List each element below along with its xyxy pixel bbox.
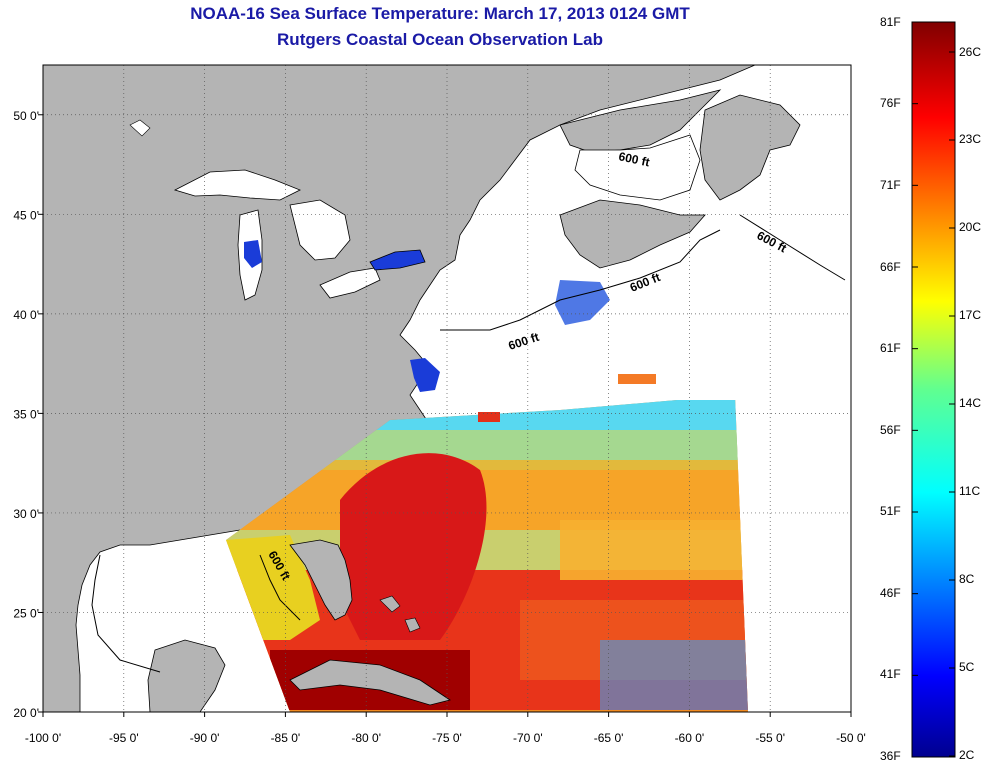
lake-huron bbox=[289, 199, 351, 261]
land-nova-scotia bbox=[559, 199, 706, 269]
y-tick-label: 25 0' bbox=[13, 606, 39, 620]
colorbar-label-f: 66F bbox=[880, 260, 901, 274]
x-tick-label: -50 0' bbox=[836, 731, 866, 745]
colorbar-label-f: 81F bbox=[880, 15, 901, 29]
colorbar-label-c: 14C bbox=[959, 396, 982, 410]
x-tick-label: -65 0' bbox=[594, 731, 624, 745]
colorbar-label-f: 71F bbox=[880, 178, 901, 192]
y-tick-label: 20 0' bbox=[13, 706, 39, 720]
colorbar-label-f: 61F bbox=[880, 341, 901, 355]
lake-michigan-cold-patch bbox=[244, 240, 262, 268]
x-tick-label: -100 0' bbox=[25, 731, 61, 745]
colorbar-label-f: 46F bbox=[880, 586, 901, 600]
land-yucatan bbox=[147, 639, 226, 713]
x-tick-label: -70 0' bbox=[513, 731, 543, 745]
colorbar-label-f: 36F bbox=[880, 749, 901, 763]
land-cuba bbox=[289, 659, 451, 706]
y-tick-label: 35 0' bbox=[13, 407, 39, 421]
land-florida bbox=[289, 539, 353, 621]
x-tick-label: -95 0' bbox=[109, 731, 139, 745]
lake-erie bbox=[319, 267, 381, 299]
colorbar-label-f: 56F bbox=[880, 423, 901, 437]
x-tick-label: -90 0' bbox=[190, 731, 220, 745]
colorbar-label-c: 8C bbox=[959, 572, 975, 586]
colorbar-label-c: 11C bbox=[959, 484, 981, 498]
lake-winnipeg-area bbox=[129, 119, 151, 137]
chesapeake-cold bbox=[410, 358, 440, 392]
x-tick-label: -75 0' bbox=[432, 731, 462, 745]
y-tick-label: 45 0' bbox=[13, 208, 39, 222]
land-newfoundland bbox=[699, 94, 801, 201]
colorbar bbox=[911, 21, 956, 758]
y-tick-label: 50 0' bbox=[13, 109, 39, 123]
colorbar-label-c: 5C bbox=[959, 660, 975, 674]
contour-label: 600 ft bbox=[617, 149, 651, 169]
chart-title: NOAA-16 Sea Surface Temperature: March 1… bbox=[190, 4, 690, 23]
gulf-st-lawrence bbox=[574, 134, 701, 201]
colorbar-label-f: 51F bbox=[880, 504, 901, 518]
colorbar-label-c: 23C bbox=[959, 132, 982, 146]
land-bahamas bbox=[379, 595, 421, 633]
chart-subtitle: Rutgers Coastal Ocean Observation Lab bbox=[277, 30, 603, 49]
colorbar-label-c: 17C bbox=[959, 308, 982, 322]
y-tick-label: 30 0' bbox=[13, 507, 39, 521]
colorbar-label-c: 2C bbox=[959, 748, 975, 762]
x-tick-label: -80 0' bbox=[351, 731, 381, 745]
colorbar-label-c: 26C bbox=[959, 45, 982, 59]
lake-ontario bbox=[369, 249, 426, 271]
contour-600ft bbox=[91, 214, 846, 673]
y-tick-label: 40 0' bbox=[13, 308, 39, 322]
lake-superior bbox=[173, 169, 301, 201]
colorbar-label-f: 76F bbox=[880, 96, 901, 110]
x-tick-label: -60 0' bbox=[675, 731, 705, 745]
colorbar-label-c: 20C bbox=[959, 220, 982, 234]
colorbar-label-f: 41F bbox=[880, 667, 901, 681]
warm-patch-se bbox=[478, 412, 500, 422]
grid bbox=[43, 65, 851, 712]
x-tick-label: -55 0' bbox=[755, 731, 785, 745]
x-tick-label: -85 0' bbox=[271, 731, 301, 745]
warm-eddy bbox=[618, 374, 656, 384]
